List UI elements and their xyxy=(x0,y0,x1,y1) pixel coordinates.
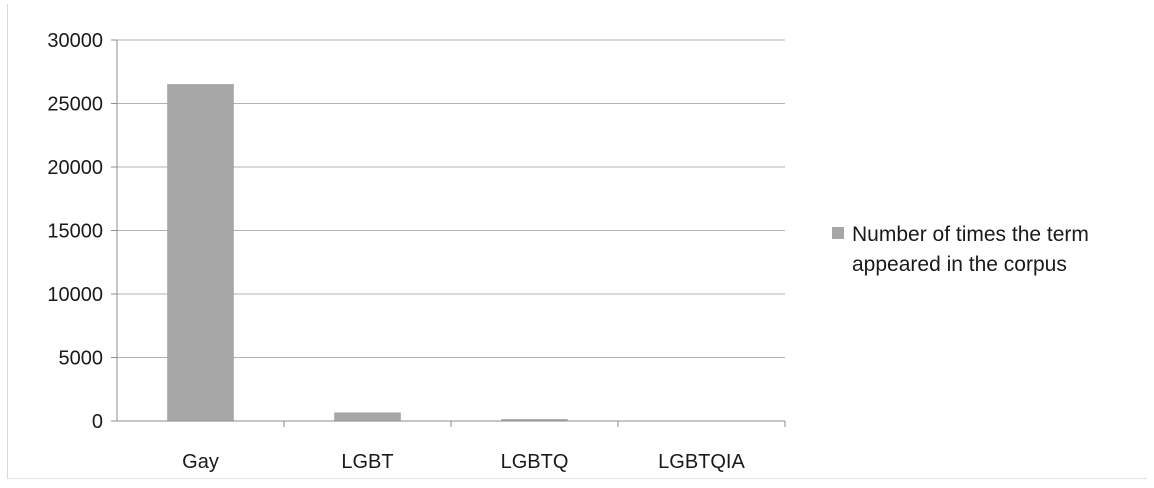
frame-left-border xyxy=(7,4,8,478)
y-tick-label: 30000 xyxy=(47,30,103,52)
x-tick-label: LGBTQ xyxy=(501,451,569,473)
bar xyxy=(168,84,234,421)
bar xyxy=(335,413,401,421)
x-tick-labels: Gay LGBT LGBTQ LGBTQIA xyxy=(182,451,745,473)
bars xyxy=(168,84,735,421)
y-tick-label: 5000 xyxy=(59,348,104,370)
legend-swatch xyxy=(832,227,844,239)
y-tick-label: 20000 xyxy=(47,157,103,179)
y-tick-labels: 0 5000 10000 15000 20000 25000 30000 xyxy=(47,30,103,433)
y-tick-label: 25000 xyxy=(47,94,103,116)
y-tick-label: 0 xyxy=(92,411,103,433)
x-tick-label: LGBT xyxy=(341,451,393,473)
legend-label: Number of times the term xyxy=(852,223,1089,246)
x-tick-label: LGBTQIA xyxy=(658,451,745,473)
x-tick-label: Gay xyxy=(182,451,219,473)
y-tick-label: 10000 xyxy=(47,284,103,306)
y-tick-label: 15000 xyxy=(47,221,103,243)
legend: Number of times the term appeared in the … xyxy=(832,223,1089,276)
frame-bottom-border xyxy=(7,478,1147,479)
legend-label: appeared in the corpus xyxy=(852,253,1067,276)
